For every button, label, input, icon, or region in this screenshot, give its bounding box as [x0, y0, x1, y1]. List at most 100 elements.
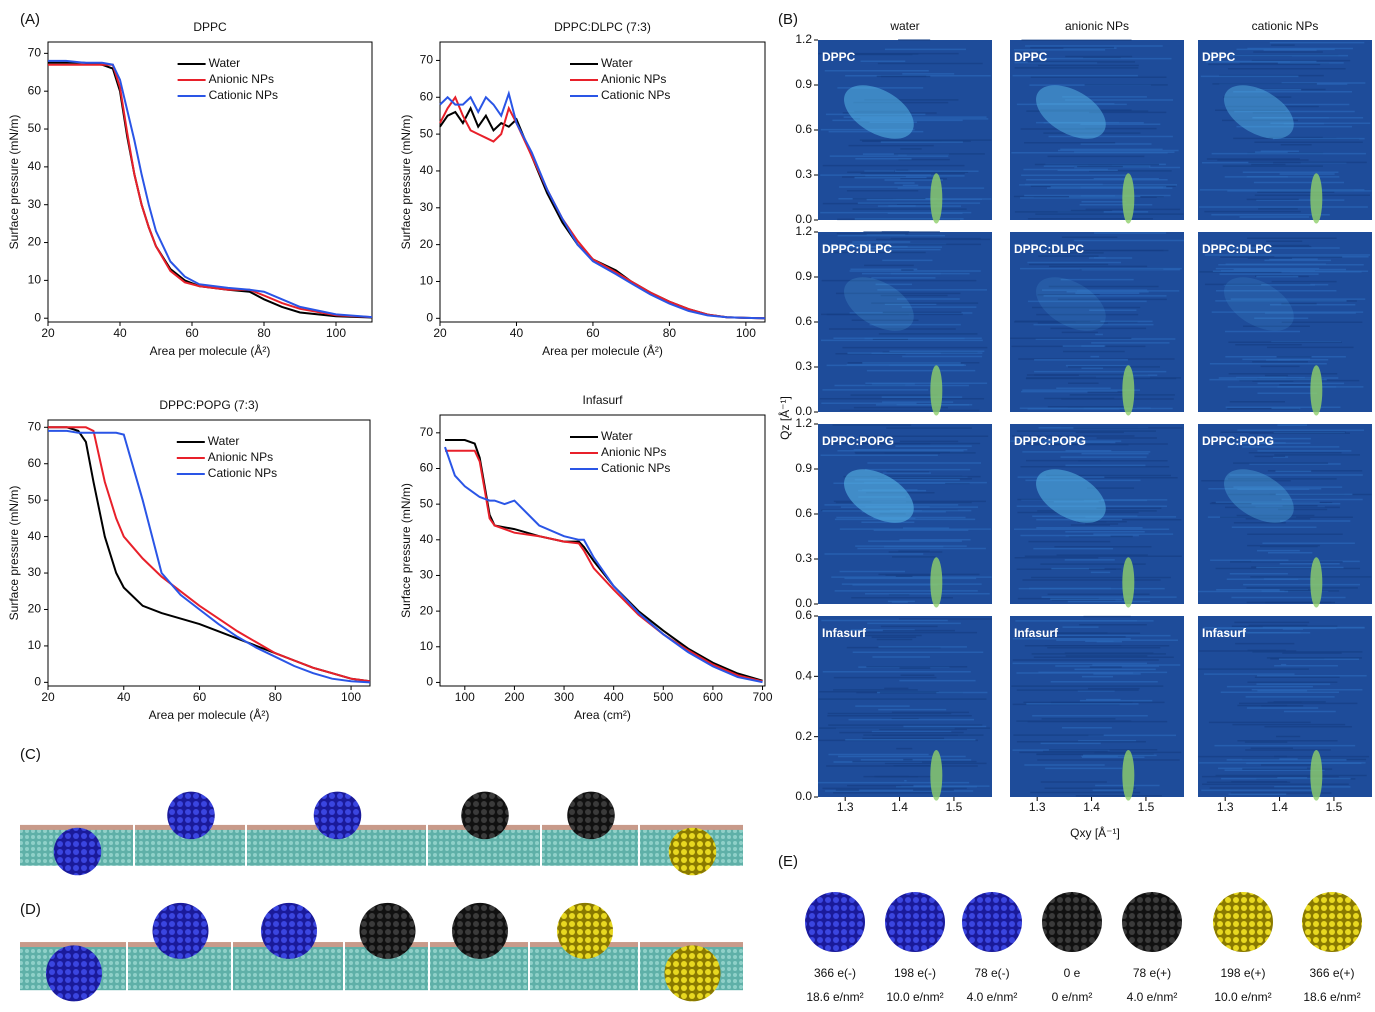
- chart-title: Infasurf: [582, 393, 623, 407]
- x-tick-label: 100: [341, 690, 361, 704]
- panel-label: (B): [778, 11, 798, 28]
- legend-label: Water: [209, 56, 241, 70]
- panel-label: (E): [778, 853, 798, 870]
- x-tick-label: 60: [586, 326, 600, 340]
- x-axis-label: Area (cm²): [574, 708, 631, 722]
- headgroups: [640, 942, 743, 948]
- y-tick-label: 60: [28, 83, 42, 97]
- column-title: cationic NPs: [1252, 19, 1319, 33]
- data-line: [48, 426, 371, 683]
- x-tick-label: 600: [703, 690, 723, 704]
- y-tick-label: 10: [420, 274, 434, 288]
- nanoparticle: [152, 902, 209, 959]
- y-tick-label: 0.9: [795, 77, 812, 91]
- headgroups: [20, 942, 126, 948]
- row-label: DPPC:POPG: [822, 434, 894, 448]
- nanoparticle-icon: [805, 892, 865, 952]
- gixd-peak: [1310, 749, 1323, 801]
- x-tick-label: 400: [604, 690, 624, 704]
- x-axis-label: Qxy [Å⁻¹]: [1070, 825, 1120, 840]
- nanoparticle: [359, 902, 416, 959]
- x-tick-label: 40: [117, 690, 131, 704]
- nanoparticle: [167, 791, 215, 840]
- legend-label: Anionic NPs: [601, 72, 666, 86]
- nanoparticle: [313, 791, 362, 840]
- np-density: 10.0 e/nm²: [1214, 990, 1271, 1004]
- headgroups: [640, 824, 743, 830]
- gixd-glow: [1036, 277, 1106, 331]
- y-tick-label: 0.3: [795, 167, 812, 181]
- y-tick-label: 30: [420, 200, 434, 214]
- y-tick-label: 0.0: [795, 596, 812, 610]
- legend-label: Anionic NPs: [209, 72, 274, 86]
- y-tick-label: 0.9: [795, 269, 812, 283]
- legend-label: Cationic NPs: [209, 88, 278, 102]
- legend-label: Cationic NPs: [601, 88, 670, 102]
- y-tick-label: 40: [420, 163, 434, 177]
- np-charge: 366 e(-): [814, 966, 856, 980]
- y-axis-label: Surface pressure (mN/m): [399, 483, 413, 618]
- nanoparticle: [461, 791, 509, 840]
- gixd-peak: [1122, 749, 1135, 801]
- chart-title: DPPC:POPG (7:3): [159, 398, 258, 412]
- column-title: water: [889, 19, 919, 33]
- x-tick-label: 1.4: [891, 800, 908, 814]
- y-tick-label: 0.6: [795, 608, 812, 622]
- row-label: DPPC:DLPC: [1014, 242, 1084, 256]
- y-tick-label: 0: [34, 675, 41, 689]
- y-tick-label: 60: [420, 89, 434, 103]
- x-tick-label: 200: [504, 690, 524, 704]
- gixd-map: [1010, 616, 1184, 797]
- x-tick-label: 1.3: [1029, 800, 1046, 814]
- plot-frame: [47, 41, 373, 323]
- y-tick-label: 0.9: [795, 461, 812, 475]
- y-tick-label: 10: [28, 273, 42, 287]
- y-tick-label: 30: [28, 565, 42, 579]
- nanoparticle: [261, 902, 317, 959]
- np-density: 18.6 e/nm²: [806, 990, 863, 1004]
- y-tick-label: 10: [28, 638, 42, 652]
- legend-label: Cationic NPs: [601, 461, 670, 475]
- x-tick-label: 100: [326, 326, 346, 340]
- legend-label: Water: [601, 56, 633, 70]
- nanoparticle: [557, 902, 613, 959]
- column-title: anionic NPs: [1065, 19, 1129, 33]
- y-tick-label: 0.0: [795, 212, 812, 226]
- gixd-peak: [930, 749, 943, 801]
- gixd-glow: [844, 469, 914, 523]
- plot-frame: [439, 414, 766, 687]
- np-charge: 0 e: [1064, 966, 1081, 980]
- np-charge: 78 e(+): [1133, 966, 1171, 980]
- y-tick-label: 1.2: [795, 224, 812, 238]
- x-tick-label: 80: [269, 690, 283, 704]
- y-tick-label: 40: [28, 529, 42, 543]
- x-tick-label: 40: [113, 326, 127, 340]
- x-axis-label: Area per molecule (Å²): [542, 343, 663, 358]
- np-charge: 78 e(-): [974, 966, 1009, 980]
- row-label: DPPC:POPG: [1202, 434, 1274, 448]
- y-tick-label: 0: [34, 310, 41, 324]
- gixd-peak: [1122, 557, 1135, 608]
- y-tick-label: 0.6: [795, 122, 812, 136]
- np-density: 4.0 e/nm²: [967, 990, 1018, 1004]
- y-tick-label: 50: [420, 496, 434, 510]
- gixd-peak: [1310, 365, 1323, 416]
- data-line: [439, 95, 766, 320]
- x-tick-label: 700: [753, 690, 773, 704]
- y-tick-label: 0.3: [795, 551, 812, 565]
- y-tick-label: 40: [28, 159, 42, 173]
- gixd-peak: [930, 173, 943, 224]
- row-label: DPPC:POPG: [1014, 434, 1086, 448]
- row-label: Infasurf: [1202, 626, 1247, 640]
- data-line: [48, 429, 371, 684]
- nanoparticle-icon: [1302, 892, 1362, 952]
- x-tick-label: 1.5: [946, 800, 963, 814]
- y-axis-label: Surface pressure (mN/m): [7, 115, 21, 250]
- row-label: DPPC:DLPC: [1202, 242, 1272, 256]
- panel-label: (A): [20, 11, 40, 28]
- gixd-peak: [930, 365, 943, 416]
- np-density: 4.0 e/nm²: [1127, 990, 1178, 1004]
- gixd-glow: [844, 277, 914, 331]
